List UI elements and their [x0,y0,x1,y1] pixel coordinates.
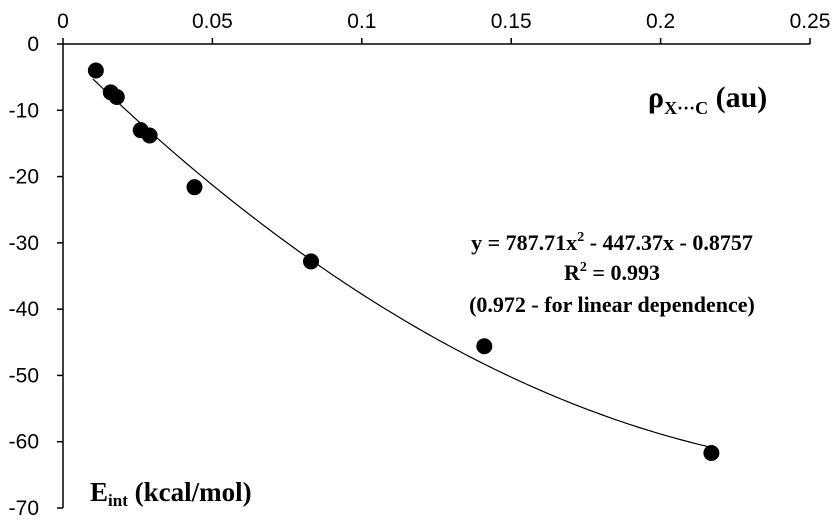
x-axis-title-symbol: ρ [648,81,664,114]
x-tick-label: 0.15 [491,10,532,33]
y-tick-label: -40 [9,298,39,321]
data-point [476,338,493,355]
linear-dependence-note: (0.972 - for linear dependence) [469,292,755,317]
y-tick-label: -20 [9,166,39,189]
x-tick-label: 0.2 [646,10,675,33]
x-tick-label: 0.25 [790,10,831,33]
r-squared-value: = 0.993 [587,260,660,285]
x-tick-label: 0.05 [192,10,233,33]
data-point [87,62,104,79]
equation-rest: - 447.37x - 0.8757 [584,230,753,255]
y-axis-title-unit: (kcal/mol) [128,477,252,507]
data-point [703,444,720,461]
x-tick-label: 0.1 [347,10,376,33]
trendline-equation: y = 787.71x2 - 447.37x - 0.8757 [471,230,753,255]
trendline [92,78,712,449]
y-tick-label: 0 [27,33,39,56]
data-point [108,89,125,106]
x-tick-label: 0 [57,10,69,33]
r-squared-base: R [564,260,581,285]
y-tick-label: -50 [9,364,39,387]
data-points [87,62,720,461]
equation-superscript: 2 [577,230,584,245]
r-squared-superscript: 2 [580,260,587,275]
r-squared-label: R2 = 0.993 [564,260,660,285]
y-axis-ticks: 0 -10 -20 -30 -40 -50 -60 -70 [9,33,63,520]
y-axis-title: Eint (kcal/mol) [90,477,252,510]
data-point [303,253,320,270]
x-axis-title: ρX···C (au) [648,81,767,118]
y-axis-title-subscript: int [108,491,128,510]
y-axis-title-symbol: E [90,477,108,507]
equation-base: y = 787.71x [471,230,577,255]
data-point [141,127,158,144]
y-tick-label: -10 [9,99,39,122]
y-tick-label: -60 [9,431,39,454]
data-point [186,179,203,196]
x-axis-title-subscript: X···C [664,98,708,118]
x-axis-ticks: 0 0.05 0.1 0.15 0.2 0.25 [57,10,830,44]
x-axis-title-unit: (au) [708,81,767,114]
y-tick-label: -30 [9,232,39,255]
y-tick-label: -70 [9,497,39,520]
axes [62,43,810,508]
